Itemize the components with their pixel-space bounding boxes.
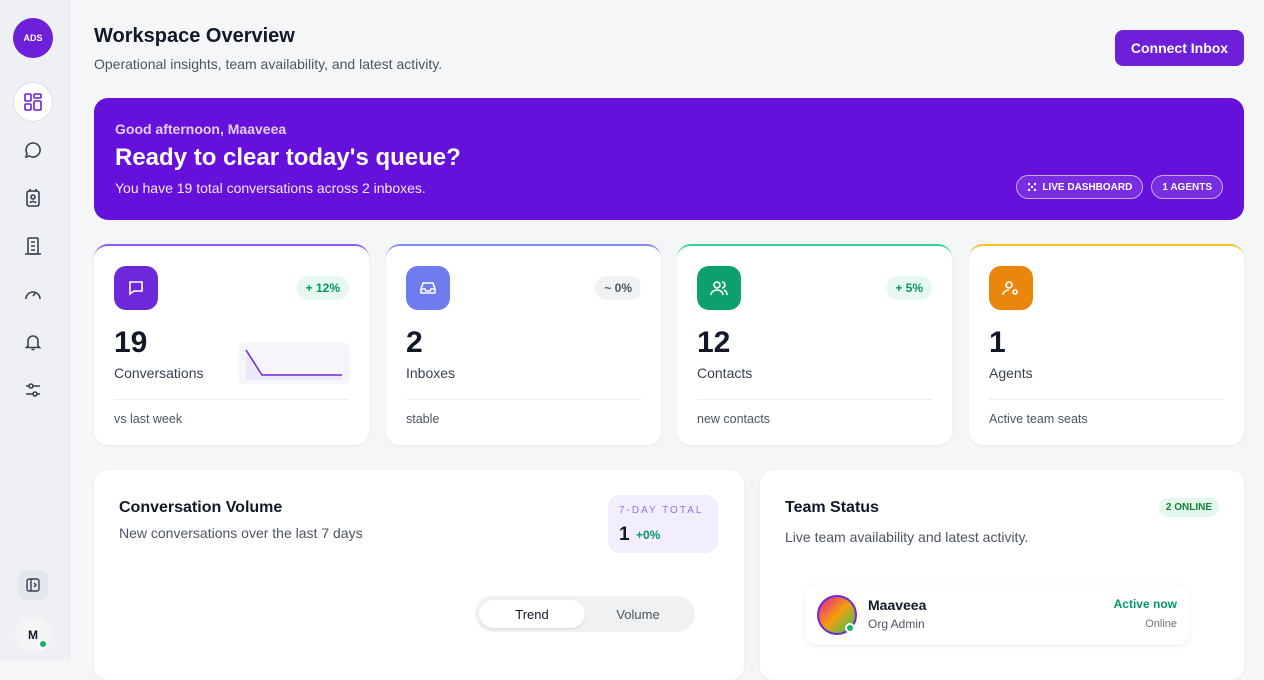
stat-note: new contacts — [697, 412, 770, 426]
page-title: Workspace Overview — [94, 25, 295, 47]
stat-card: + 5% 12 Contacts new contacts — [677, 244, 952, 445]
member-status: Active now — [1113, 597, 1177, 611]
nav-settings[interactable] — [13, 370, 53, 410]
stat-icon — [989, 266, 1033, 310]
tab-trend[interactable]: Trend — [479, 600, 585, 628]
user-initial: M — [28, 628, 38, 642]
stat-label: Inboxes — [406, 365, 456, 381]
volume-subtitle: New conversations over the last 7 days — [119, 525, 363, 541]
stat-note: stable — [406, 412, 440, 426]
nav-notifications[interactable] — [13, 322, 53, 362]
total-label: 7-DAY TOTAL — [619, 505, 704, 516]
connect-inbox-button[interactable]: Connect Inbox — [1115, 30, 1244, 66]
divider — [697, 399, 932, 400]
volume-title: Conversation Volume — [119, 499, 283, 516]
divider — [989, 399, 1224, 400]
stat-value: 12 — [697, 326, 731, 359]
stat-icon — [697, 266, 741, 310]
member-row[interactable]: Maaveea Org Admin Active now Online — [805, 585, 1189, 645]
stat-note: vs last week — [114, 412, 183, 426]
volume-panel: Conversation Volume New conversations ov… — [94, 470, 744, 680]
collapse-toggle[interactable] — [18, 570, 48, 600]
stat-note: Active team seats — [989, 412, 1088, 426]
team-title: Team Status — [785, 499, 879, 516]
team-subtitle: Live team availability and latest activi… — [785, 529, 1029, 545]
sidebar: ADS M — [0, 0, 70, 660]
page: ADS M Workspace Overview Operational ins… — [0, 0, 1244, 660]
stat-card: 1 Agents Active team seats — [969, 244, 1244, 445]
team-panel: Team Status 2 ONLINE Live team availabil… — [760, 470, 1244, 680]
tab-volume[interactable]: Volume — [616, 606, 660, 622]
banner-badge: 1 AGENTS — [1151, 175, 1223, 199]
stat-change: ~ 0% — [595, 276, 641, 300]
banner-greeting: Good afternoon, Maaveea — [115, 121, 287, 137]
nav-dashboard[interactable] — [13, 82, 53, 122]
stat-label: Agents — [989, 365, 1033, 381]
badge-text: LIVE DASHBOARD — [1042, 181, 1133, 193]
nav-companies[interactable] — [13, 226, 53, 266]
page-subtitle: Operational insights, team availability,… — [94, 56, 443, 72]
total-box: 7-DAY TOTAL 1 +0% — [608, 495, 718, 553]
online-badge: 2 ONLINE — [1158, 498, 1219, 517]
stat-value: 2 — [406, 326, 423, 359]
total-change: +0% — [636, 528, 661, 542]
stat-value: 1 — [989, 326, 1006, 359]
banner-badges: LIVE DASHBOARD 1 AGENTS — [1016, 175, 1223, 199]
badge-text: 1 AGENTS — [1162, 181, 1212, 193]
divider — [406, 399, 641, 400]
stat-card: + 12% 19 Conversations vs last week — [94, 244, 369, 445]
sparkline — [238, 342, 350, 384]
member-online-dot — [845, 623, 855, 633]
tab-group: Trend Volume — [475, 596, 695, 632]
member-name: Maaveea — [868, 597, 927, 613]
stat-icon — [406, 266, 450, 310]
nav-contacts[interactable] — [13, 178, 53, 218]
divider — [114, 399, 349, 400]
stat-label: Conversations — [114, 365, 204, 381]
nav-conversations[interactable] — [13, 130, 53, 170]
stat-icon — [114, 266, 158, 310]
nav-reports[interactable] — [13, 274, 53, 314]
member-avatar — [817, 595, 857, 635]
member-presence: Online — [1145, 618, 1177, 630]
stat-change: + 12% — [296, 276, 349, 300]
banner: Good afternoon, Maaveea Ready to clear t… — [94, 98, 1244, 220]
banner-text: You have 19 total conversations across 2… — [115, 180, 426, 196]
stat-card: ~ 0% 2 Inboxes stable — [386, 244, 661, 445]
banner-headline: Ready to clear today's queue? — [115, 144, 461, 171]
stat-value: 19 — [114, 326, 148, 359]
online-dot — [38, 639, 48, 649]
logo[interactable]: ADS — [13, 18, 53, 58]
stat-label: Contacts — [697, 365, 753, 381]
stat-change: + 5% — [886, 276, 932, 300]
banner-badge: LIVE DASHBOARD — [1016, 175, 1144, 199]
total-value: 1 — [619, 524, 630, 545]
member-role: Org Admin — [868, 617, 925, 631]
